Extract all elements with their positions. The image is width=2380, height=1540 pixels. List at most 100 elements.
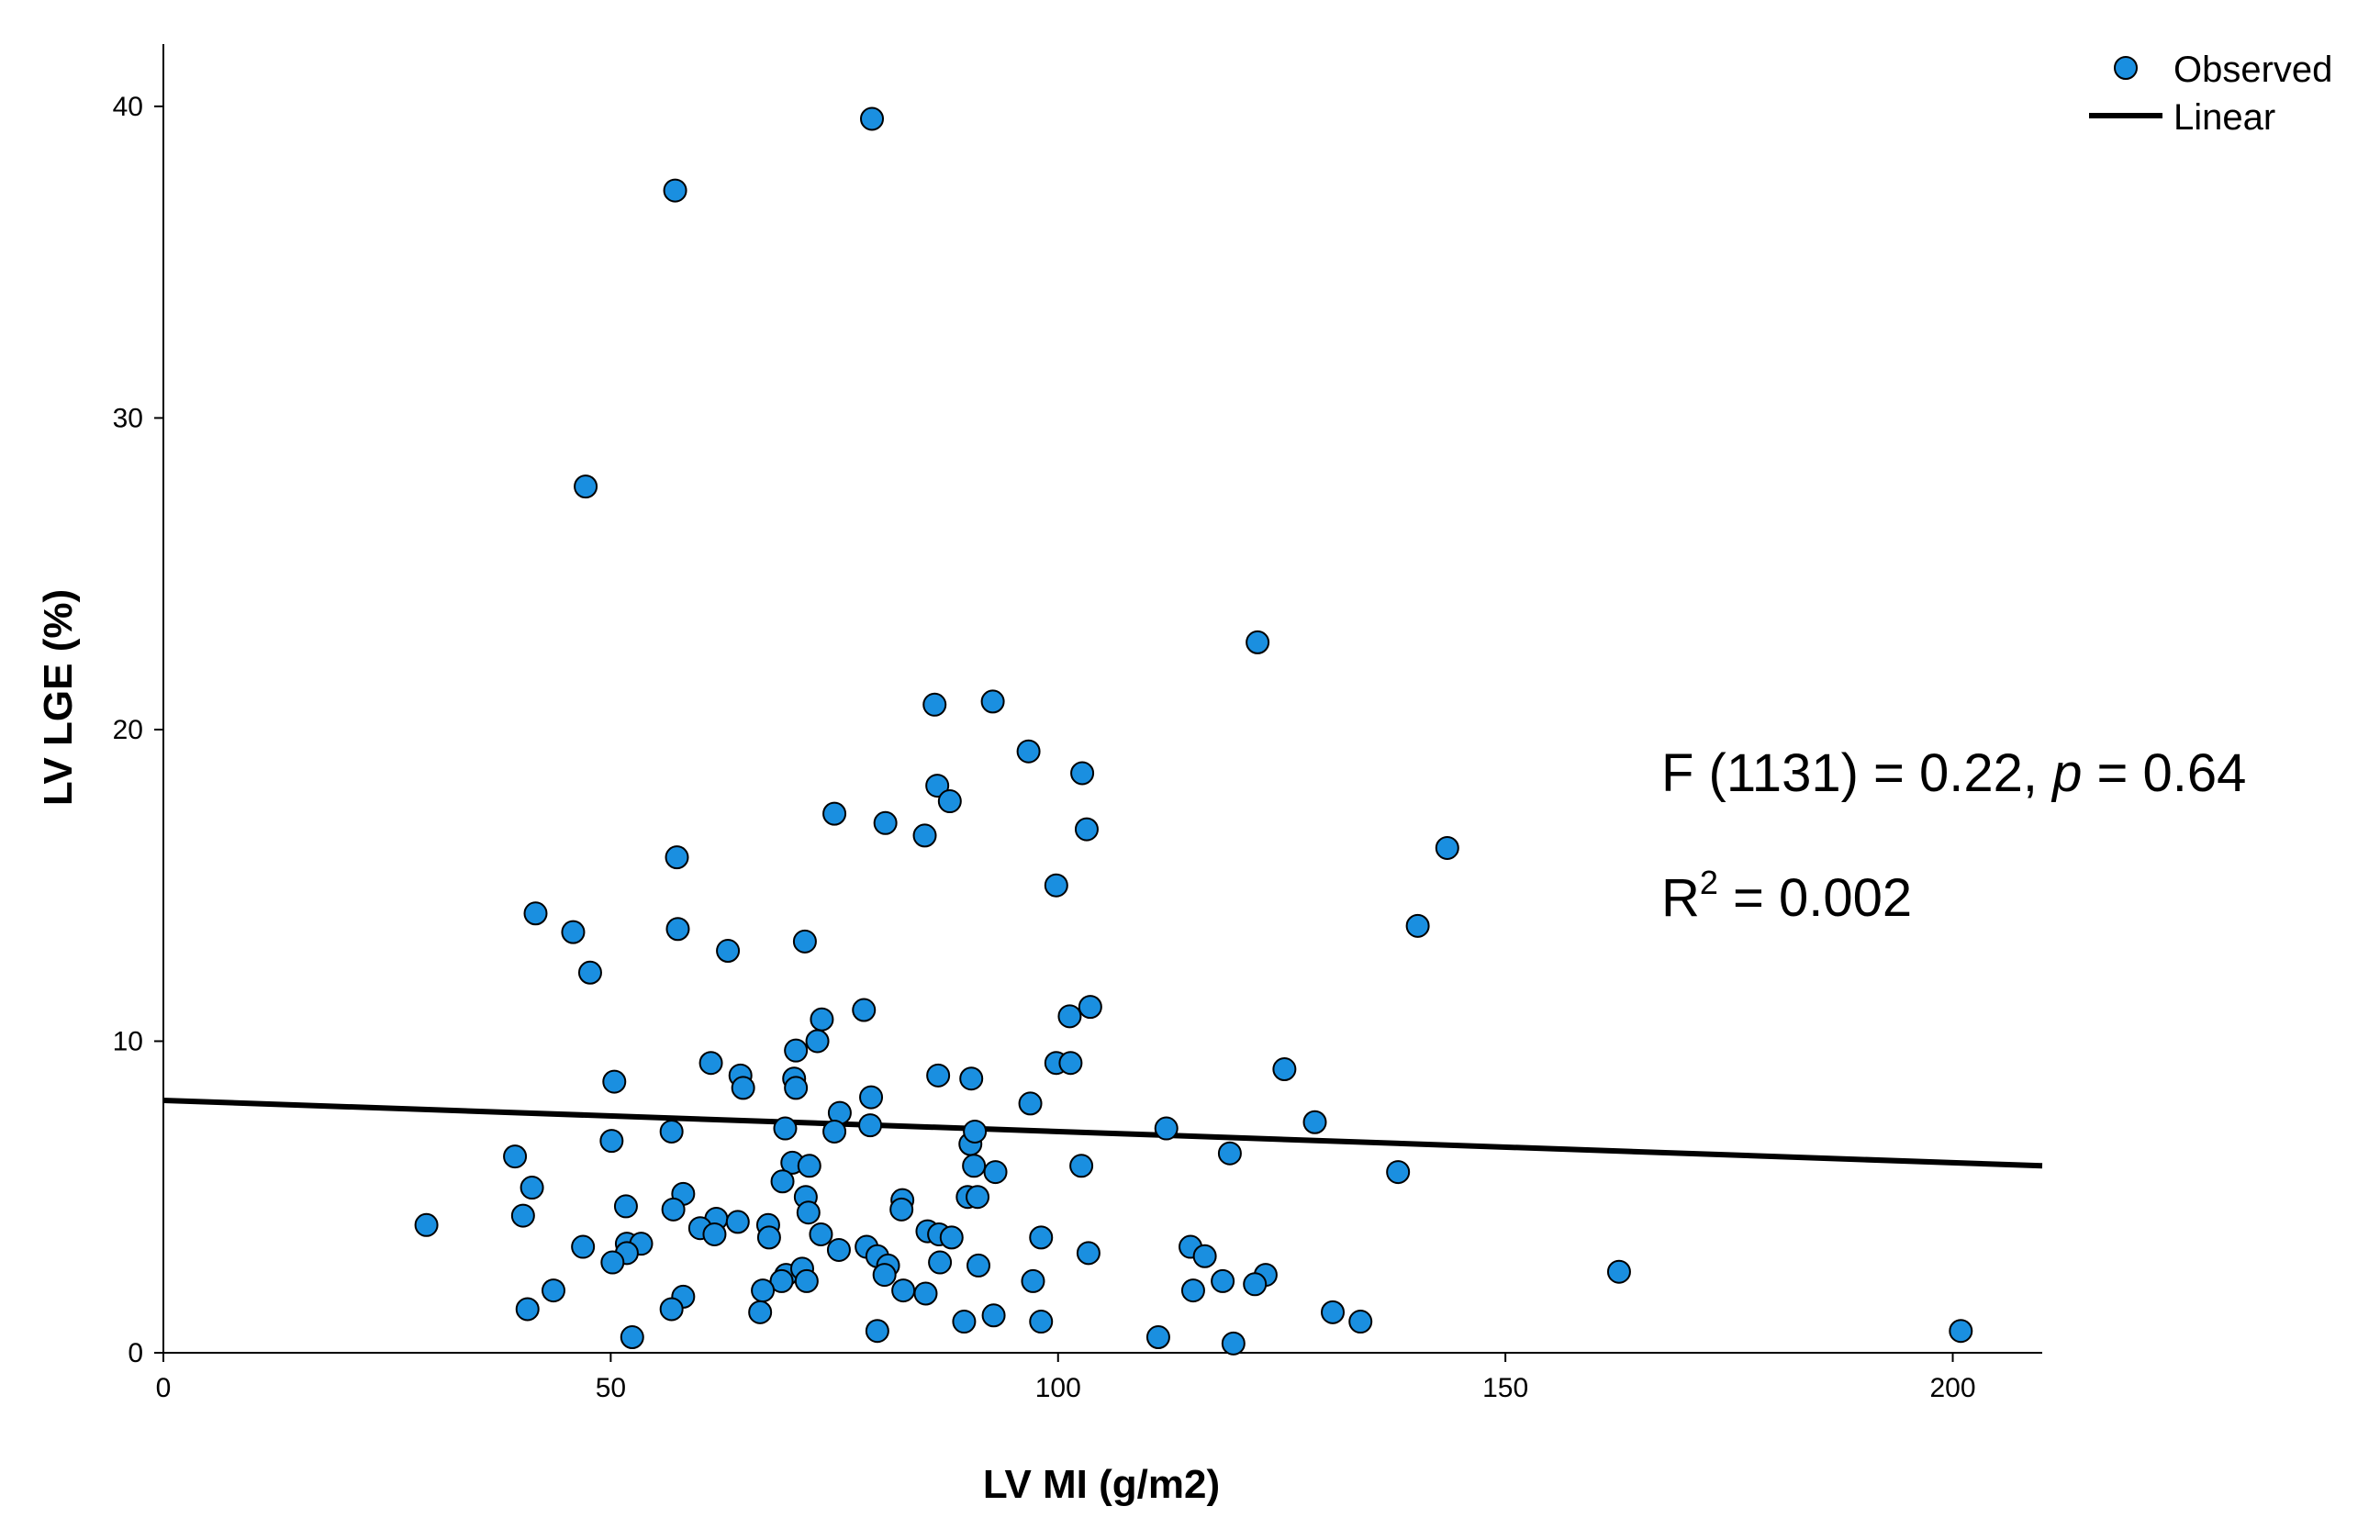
data-point — [983, 1160, 1008, 1185]
data-point — [1243, 1272, 1268, 1297]
data-point — [698, 1051, 723, 1076]
data-point — [939, 1225, 964, 1250]
data-point — [574, 474, 598, 499]
data-point — [1145, 1325, 1170, 1350]
f-stat-p: p — [2050, 743, 2082, 803]
data-point — [716, 939, 741, 964]
data-point — [966, 1185, 990, 1210]
data-point — [515, 1297, 540, 1322]
data-point — [1021, 1268, 1045, 1293]
data-point — [1070, 761, 1095, 786]
data-point — [792, 929, 817, 954]
data-point — [822, 1119, 847, 1144]
data-point — [503, 1144, 528, 1169]
data-point — [852, 998, 877, 1022]
data-point — [599, 1129, 624, 1154]
legend-marker-observed — [2114, 56, 2138, 80]
data-point — [773, 1116, 798, 1141]
data-point — [602, 1069, 627, 1094]
data-point — [1217, 1141, 1242, 1166]
data-point — [659, 1119, 684, 1144]
data-point — [756, 1225, 781, 1250]
data-point — [1029, 1310, 1054, 1334]
r-squared-suffix: = 0.002 — [1718, 868, 1912, 928]
data-point — [725, 1210, 750, 1234]
data-point — [523, 901, 548, 926]
legend-label-observed: Observed — [2173, 50, 2332, 90]
data-point — [769, 1268, 794, 1293]
data-point — [770, 1169, 795, 1194]
data-point — [659, 1297, 684, 1322]
data-point — [1321, 1300, 1346, 1324]
data-point — [784, 1038, 809, 1063]
data-point — [1272, 1057, 1297, 1082]
r-squared-sup: 2 — [1700, 864, 1718, 901]
data-point — [873, 810, 898, 835]
axes — [162, 44, 2042, 1354]
data-point — [784, 1076, 809, 1100]
y-axis-title: LV LGE (%) — [36, 589, 81, 806]
data-point — [925, 774, 950, 798]
data-point — [1076, 1241, 1101, 1266]
data-point — [577, 960, 602, 985]
data-point — [926, 1063, 951, 1088]
legend: Observed Linear — [2089, 50, 2332, 138]
x-axis-title: LV MI (g/m2) — [983, 1462, 1220, 1507]
x-tick-label: 0 — [156, 1373, 172, 1403]
data-point — [1044, 873, 1068, 898]
x-tick-label: 150 — [1482, 1373, 1528, 1403]
data-point — [967, 1253, 991, 1278]
y-tick-label: 10 — [113, 1026, 143, 1056]
data-point — [1192, 1244, 1217, 1268]
data-point — [600, 1250, 625, 1275]
linear-fit-line — [162, 1097, 2043, 1169]
data-point — [797, 1154, 821, 1178]
data-point — [702, 1222, 727, 1246]
data-point — [1058, 1051, 1083, 1076]
data-point — [731, 1076, 755, 1100]
data-point — [414, 1212, 439, 1237]
data-point — [1221, 1331, 1246, 1356]
data-point — [805, 1029, 830, 1054]
data-point — [1386, 1160, 1411, 1185]
data-point — [891, 1278, 916, 1303]
data-point — [541, 1278, 565, 1303]
x-tick-label: 200 — [1929, 1373, 1975, 1403]
data-point — [663, 178, 687, 203]
data-point — [826, 1237, 851, 1262]
data-point — [665, 845, 689, 870]
data-point — [561, 920, 586, 944]
data-point — [981, 1303, 1006, 1328]
data-point — [1348, 1310, 1373, 1334]
data-point — [665, 917, 690, 942]
data-point — [962, 1154, 987, 1178]
data-point — [872, 1263, 897, 1288]
data-point — [1057, 1004, 1082, 1029]
data-point — [1018, 1091, 1043, 1116]
data-point — [922, 692, 947, 717]
data-point — [613, 1194, 638, 1219]
y-tick-label: 40 — [113, 92, 143, 122]
data-point — [859, 1085, 884, 1110]
y-tick-label: 0 — [128, 1338, 143, 1368]
data-point — [796, 1200, 821, 1225]
data-point — [952, 1310, 977, 1334]
data-point — [822, 801, 847, 826]
data-point — [810, 1007, 834, 1032]
data-point — [912, 823, 937, 848]
data-point — [794, 1268, 819, 1293]
data-point — [1405, 913, 1430, 938]
data-point — [809, 1222, 833, 1246]
y-ticks: 0 10 20 30 40 — [113, 92, 163, 1368]
data-point — [1029, 1225, 1054, 1250]
data-point — [1074, 817, 1099, 842]
y-tick-label: 20 — [113, 715, 143, 745]
data-point — [520, 1176, 544, 1200]
annotations: F (1131) = 0.22, p = 0.64 R2 = 0.002 — [1661, 743, 2246, 928]
fit-line-group — [162, 1097, 2043, 1169]
f-statistic-annotation: F (1131) = 0.22, p = 0.64 — [1661, 743, 2246, 803]
data-point — [913, 1281, 938, 1306]
f-stat-suffix: = 0.64 — [2082, 743, 2246, 803]
data-point — [959, 1066, 984, 1091]
